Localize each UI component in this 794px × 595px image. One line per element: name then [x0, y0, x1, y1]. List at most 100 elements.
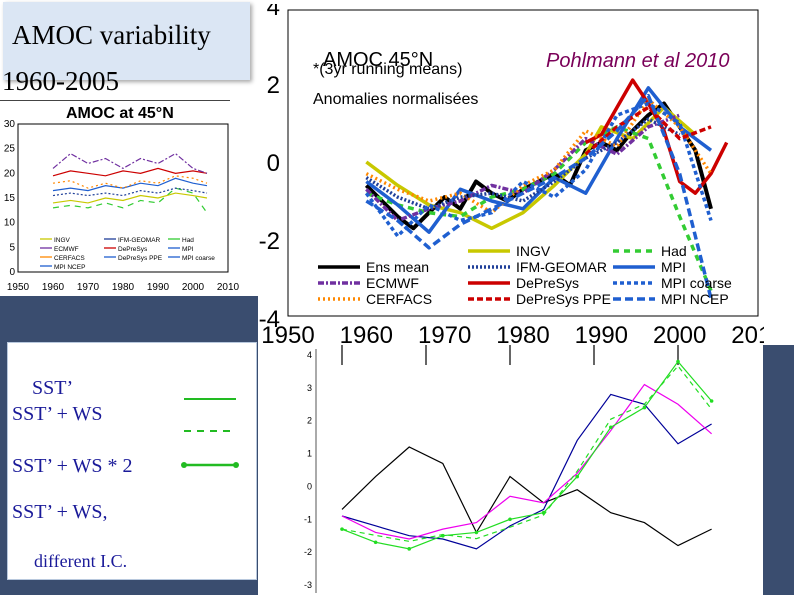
small-ytick-20: 20 [4, 168, 16, 179]
main-series-cerfacs [365, 97, 713, 215]
small-legend-label-8: MPI coarse [182, 255, 215, 262]
bottom-series-1 [341, 393, 712, 550]
small-xtick-1990: 1990 [147, 282, 170, 293]
small-chart-title: AMOC at 45°N [66, 105, 174, 122]
main-legend-label-5: ECMWF [366, 275, 419, 291]
small-series-depresys [52, 167, 208, 177]
right-decor-strip [763, 345, 794, 595]
experiment-legend-panel: SST’ SST’ + WS SST’ + WS * 2 SST’ + WS, … [7, 342, 257, 580]
small-legend-label-6: CERFACS [54, 255, 85, 262]
main-legend-label-6: DePreSys [516, 275, 579, 291]
small-series-ingv [52, 192, 208, 204]
main-series-mpi-ncep [365, 93, 713, 299]
bottom-ytick-3: 3 [307, 383, 312, 393]
bottom-marker-3-4 [474, 530, 479, 535]
citation-text: Pohlmann et al 2010 [546, 50, 729, 72]
main-ytick-4: 4 [267, 4, 280, 21]
bottom-marker-3-6 [541, 510, 546, 515]
main-chart-frame [287, 9, 759, 317]
small-xtick-1950: 1950 [7, 282, 30, 293]
legend-item-sst-ws-ic: SST’ + WS, [12, 501, 108, 523]
main-legend-label-10: MPI NCEP [661, 291, 729, 307]
small-ytick-10: 10 [4, 218, 16, 229]
small-ytick-25: 25 [4, 144, 16, 155]
small-ytick-30: 30 [4, 119, 16, 130]
bottom-marker-3-1 [373, 540, 378, 545]
main-legend-label-7: MPI coarse [661, 275, 732, 291]
main-legend-label-4: MPI [661, 259, 686, 275]
small-ytick-5: 5 [9, 242, 15, 253]
main-legend-label-0: Ens mean [366, 259, 429, 275]
small-amoc-chart: AMOC at 45°N 0 5 10 15 20 25 30 1950 1960 1970 1980… [4, 105, 240, 293]
main-ytick-2: 2 [267, 72, 280, 99]
title-box [3, 2, 250, 80]
bottom-marker-3-3 [441, 533, 445, 538]
legend-item-sst-ws: SST’ + WS [12, 403, 103, 425]
slide-title: AMOC variability [12, 20, 211, 50]
bottom-ytick--1: -1 [304, 514, 312, 524]
bottom-marker-3-0 [340, 527, 344, 531]
main-legend-label-2: Had [661, 243, 687, 259]
small-legend-label-9: MPI NCEP [54, 264, 85, 271]
small-legend-label-5: MPI [182, 246, 194, 253]
main-legend-label-1: INGV [516, 243, 551, 259]
small-series-mpi [52, 177, 208, 192]
small-series-ifm-geomar [52, 187, 208, 197]
legend-item-sst-ws2: SST’ + WS * 2 [12, 455, 133, 477]
main-legend-label-3: IFM-GEOMAR [516, 259, 607, 275]
main-series-had [365, 125, 713, 292]
small-legend-label-1: IFM-GEOMAR [118, 237, 161, 244]
small-ytick-0: 0 [9, 267, 15, 278]
main-legend-label-9: DePreSys PPE [516, 291, 611, 307]
bottom-marker-3-10 [676, 359, 680, 364]
bottom-marker-3-5 [508, 517, 512, 522]
small-legend-label-0: INGV [54, 237, 71, 244]
main-xtick-2010: 2010 [731, 322, 764, 349]
bottom-ytick-4: 4 [307, 350, 312, 360]
bottom-ytick--3: -3 [304, 580, 312, 590]
main-xtick-1950: 1950 [261, 322, 314, 349]
small-legend-label-4: DePreSys [118, 246, 148, 253]
legend-item-different-ic: different I.C. [34, 551, 128, 571]
legend-marker-end [233, 462, 239, 468]
small-series-ecmwf [52, 152, 208, 174]
small-series-had [52, 187, 208, 214]
small-chart-frame [17, 123, 229, 273]
main-xtick-1970: 1970 [418, 322, 471, 349]
main-chart-note-running: *(3yr running means) [313, 61, 462, 78]
main-ytick-0: 0 [267, 150, 280, 177]
small-legend-label-7: DePreSys PPE [118, 255, 163, 262]
main-chart-title: AMOC 45°N [323, 49, 433, 71]
bottom-ytick-0: 0 [307, 481, 312, 491]
main-ytick--2: -2 [259, 228, 280, 255]
bottom-marker-3-11 [709, 399, 714, 403]
main-xtick-1980: 1980 [496, 322, 549, 349]
bottom-series-0 [341, 446, 712, 547]
main-series-depresys-ppe [584, 105, 712, 156]
bottom-amoc-chart: 4 3 2 1 0 -1 -2 -3 [304, 345, 714, 593]
main-legend-label-8: CERFACS [366, 291, 432, 307]
bottom-ytick-1: 1 [307, 449, 312, 459]
small-xtick-2010: 2010 [217, 282, 240, 293]
small-xtick-2000: 2000 [182, 282, 205, 293]
main-series-ingv [365, 105, 697, 231]
main-xtick-2000: 2000 [653, 322, 706, 349]
bottom-series-dashed-3 [341, 365, 713, 542]
bottom-marker-3-8 [609, 425, 613, 430]
bottom-ytick--2: -2 [304, 547, 312, 557]
main-xtick-1990: 1990 [575, 322, 628, 349]
main-chart-note-anomalies: Anomalies normalisées [313, 91, 478, 108]
bottom-marker-3-9 [642, 405, 647, 410]
legend-line-samples [181, 398, 239, 468]
bottom-series-3 [341, 360, 713, 550]
small-ytick-15: 15 [4, 193, 16, 204]
slide-subtitle-years: 1960-2005 [2, 66, 119, 96]
bottom-ytick-2: 2 [307, 416, 312, 426]
bottom-series-2 [341, 383, 712, 540]
small-legend-label-2: Had [182, 237, 194, 244]
main-ytick--4: -4 [259, 306, 280, 333]
legend-marker-start [181, 462, 187, 468]
legend-item-sst: SST’ [32, 377, 74, 399]
bottom-marker-3-7 [575, 474, 579, 479]
